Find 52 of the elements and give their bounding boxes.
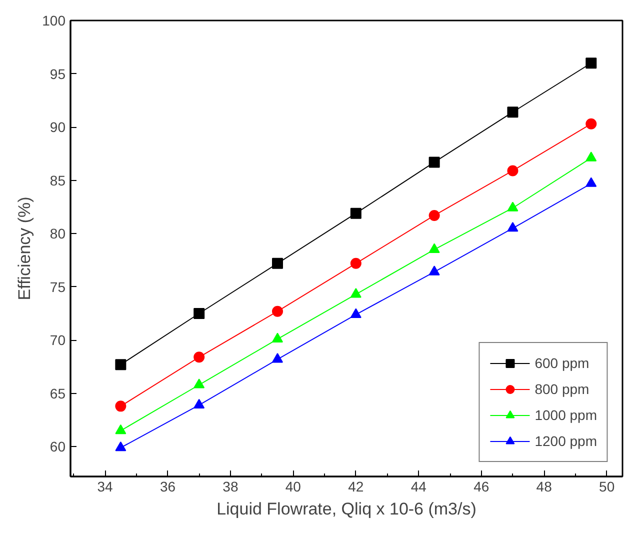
x-tick-label: 38 (222, 478, 238, 494)
point (586, 58, 597, 69)
point (507, 165, 518, 176)
y-tick-label: 70 (50, 332, 66, 348)
point (194, 308, 205, 319)
point (115, 359, 126, 370)
point (272, 258, 283, 269)
x-tick-label: 48 (536, 478, 552, 494)
point (350, 308, 362, 318)
point (507, 202, 518, 212)
point (350, 208, 362, 219)
point (272, 306, 283, 317)
point (350, 288, 362, 298)
point (428, 156, 440, 168)
y-tick-label: 90 (50, 119, 66, 136)
point (272, 332, 283, 342)
x-tick-label: 50 (599, 478, 615, 494)
x-axis-title: Liquid Flowrate, Qliq x 10-6 (m3/s) (216, 500, 476, 518)
x-tick-label: 40 (285, 478, 302, 494)
legend-label: 1200 ppm (534, 433, 597, 449)
point (194, 352, 205, 363)
point (194, 378, 205, 388)
point (586, 177, 597, 187)
point (586, 118, 597, 130)
y-tick-label: 65 (50, 385, 66, 402)
point (194, 398, 205, 409)
point (428, 243, 440, 253)
point (507, 106, 518, 118)
x-tick-label: 46 (474, 478, 490, 494)
point (115, 424, 126, 434)
point (428, 210, 440, 221)
legend-label: 800 ppm (534, 381, 590, 397)
y-tick-label: 95 (50, 66, 66, 82)
point (350, 258, 362, 269)
y-tick-label: 60 (50, 438, 66, 455)
point (272, 353, 283, 363)
x-tick-label: 34 (97, 478, 113, 494)
y-axis-title: Efficiency (%) (15, 196, 34, 300)
y-tick-label: 85 (50, 172, 66, 188)
x-tick-label: 44 (410, 478, 427, 494)
legend-label: 600 ppm (534, 355, 590, 371)
legend-label: 1000 ppm (534, 407, 597, 423)
y-tick-label: 75 (50, 278, 66, 295)
point (586, 152, 597, 162)
point (115, 400, 126, 412)
point (507, 222, 518, 232)
y-tick-label: 80 (50, 226, 66, 242)
point (428, 266, 440, 276)
y-tick-label: 100 (42, 12, 66, 28)
x-tick-label: 42 (348, 478, 364, 494)
x-tick-label: 36 (160, 478, 176, 494)
point (115, 441, 126, 452)
